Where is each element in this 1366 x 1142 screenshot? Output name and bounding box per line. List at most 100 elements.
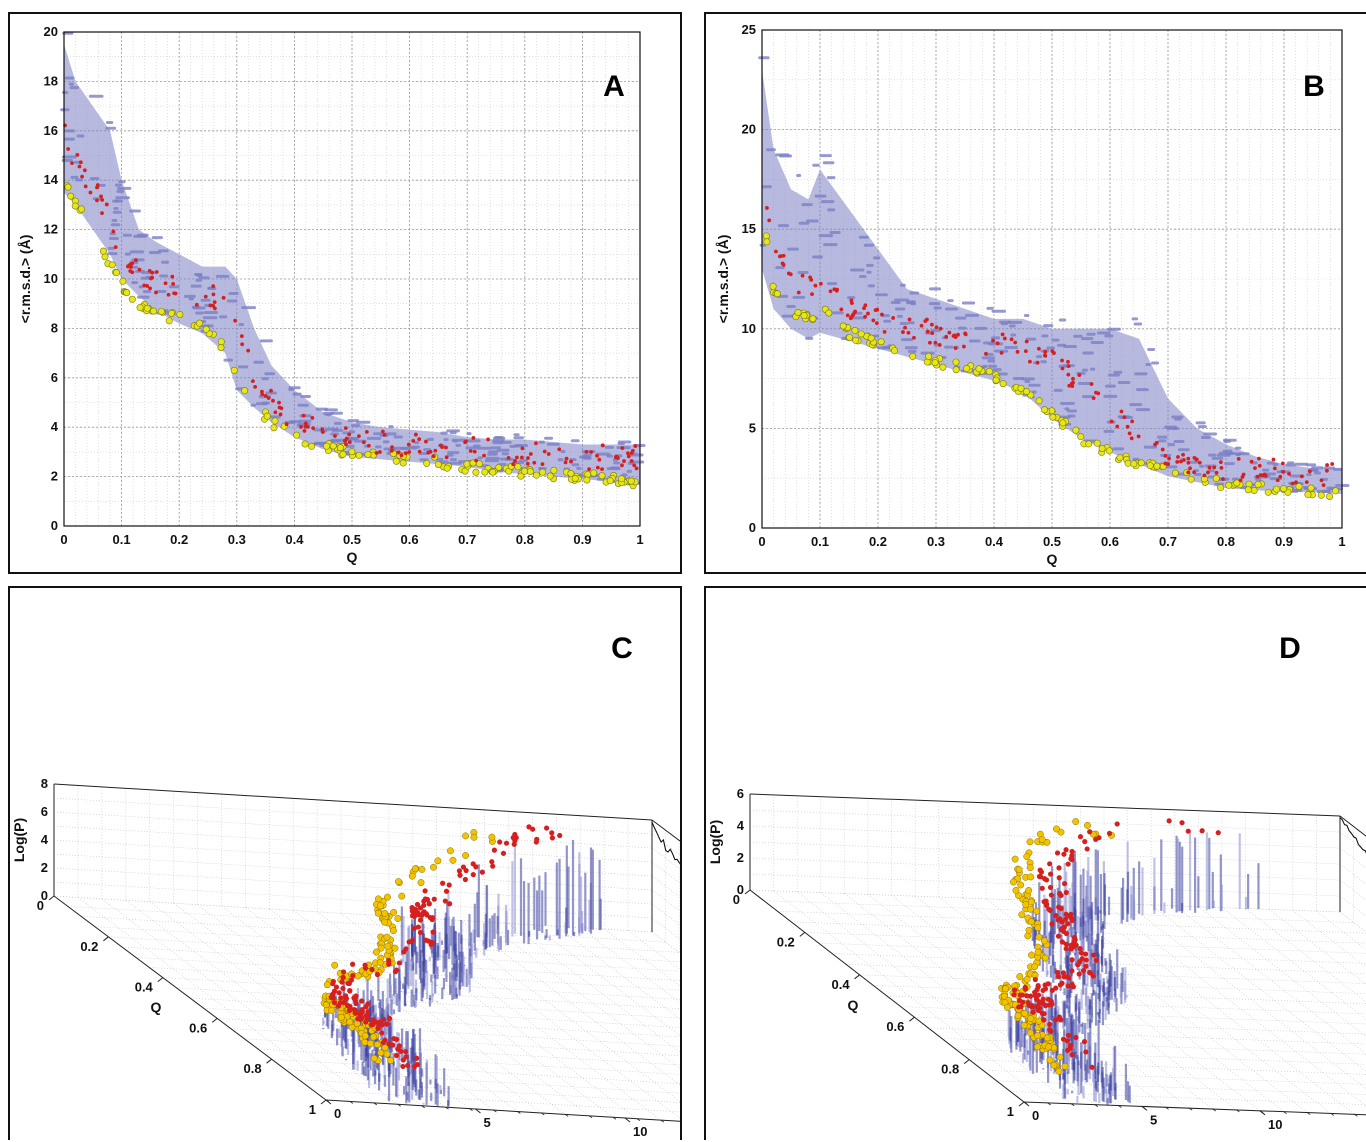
- wall-grid-line: [750, 842, 1340, 864]
- box-edge: [326, 1100, 680, 1136]
- data-streak: [613, 461, 620, 464]
- data-point-red: [362, 440, 366, 444]
- x-tick-label: 0.4: [285, 532, 304, 547]
- data-point-yellow: [770, 283, 776, 289]
- data-streak: [1306, 473, 1312, 476]
- data-point-red: [1001, 333, 1005, 337]
- data-streak: [331, 412, 343, 415]
- data-streak: [618, 442, 625, 445]
- y-tick-label: 10: [742, 321, 756, 336]
- data-point-red: [585, 450, 589, 454]
- data-point-red: [935, 325, 939, 329]
- data-point-yellow: [1062, 1063, 1068, 1069]
- data-point-red: [635, 467, 639, 471]
- floor-grid-line: [914, 1017, 1366, 1039]
- data-streak: [558, 458, 564, 461]
- data-streak: [113, 207, 118, 210]
- wall-grid-line: [54, 854, 652, 890]
- data-point-red: [1068, 943, 1073, 948]
- data-point-red: [471, 872, 476, 877]
- data-point-yellow: [381, 919, 387, 925]
- data-point-red: [529, 452, 533, 456]
- data-streak: [411, 447, 417, 450]
- data-point-yellow: [395, 915, 401, 921]
- data-point-red: [404, 451, 408, 455]
- q-tick: [267, 1059, 272, 1063]
- data-point-red: [138, 268, 142, 272]
- data-point-red: [311, 426, 315, 430]
- data-streak: [161, 261, 169, 264]
- data-point-red: [233, 319, 237, 323]
- data-point-red: [1161, 448, 1165, 452]
- data-streak: [1057, 344, 1066, 347]
- data-streak: [216, 275, 230, 278]
- data-point-red: [350, 962, 355, 967]
- data-point-red: [407, 443, 411, 447]
- data-point-yellow: [489, 834, 495, 840]
- data-streak: [385, 432, 397, 435]
- data-point-red: [874, 308, 878, 312]
- data-point-red: [526, 456, 530, 460]
- data-streak: [1052, 339, 1060, 342]
- data-point-yellow: [384, 1051, 390, 1057]
- data-point-red: [332, 1000, 337, 1005]
- data-point-yellow: [158, 308, 164, 314]
- data-point-red: [1040, 886, 1045, 891]
- data-streak: [787, 248, 799, 251]
- q-tick-label: 0.6: [189, 1020, 207, 1035]
- data-streak: [394, 447, 408, 450]
- data-point-red: [1216, 830, 1221, 835]
- data-point-red: [534, 839, 539, 844]
- data-streak: [90, 177, 100, 180]
- data-point-red: [463, 877, 468, 882]
- data-point-red: [511, 835, 516, 840]
- data-point-red: [171, 282, 175, 286]
- data-point-red: [1065, 1048, 1070, 1053]
- data-point-red: [111, 230, 115, 234]
- data-streak: [909, 292, 919, 295]
- data-point-red: [1182, 458, 1186, 462]
- data-streak: [238, 323, 244, 326]
- data-point-yellow: [1019, 912, 1025, 918]
- data-streak: [627, 470, 633, 473]
- data-streak: [493, 437, 505, 440]
- data-point-red: [1075, 962, 1080, 967]
- data-point-red: [1056, 934, 1061, 939]
- data-streak: [450, 431, 457, 434]
- data-point-red: [996, 341, 1000, 345]
- data-streak: [238, 365, 248, 368]
- data-point-red: [70, 161, 74, 165]
- data-point-red: [930, 323, 934, 327]
- data-point-red: [1107, 831, 1112, 836]
- data-point-red: [154, 291, 158, 295]
- data-point-red: [492, 848, 497, 853]
- panel-c: 0246800.20.40.60.8105101520Log(P)Q<r.m.s…: [8, 586, 682, 1140]
- data-streak: [1151, 362, 1159, 365]
- x-tick-label: 0.8: [516, 532, 534, 547]
- data-point-red: [1330, 462, 1334, 466]
- data-point-yellow: [423, 460, 429, 466]
- data-point-yellow: [330, 443, 336, 449]
- data-point-red: [1241, 475, 1245, 479]
- data-point-red: [504, 841, 509, 846]
- data-point-red: [1056, 905, 1061, 910]
- data-point-yellow: [1050, 414, 1056, 420]
- data-point-yellow: [925, 353, 931, 359]
- data-point-red: [787, 272, 791, 276]
- data-point-red: [557, 833, 562, 838]
- data-streak: [1311, 466, 1323, 469]
- data-point-yellow: [1025, 933, 1031, 939]
- data-point-yellow: [355, 973, 361, 979]
- data-streak: [832, 311, 844, 314]
- data-point-red: [394, 967, 399, 972]
- data-point-red: [1064, 890, 1069, 895]
- data-point-red: [1325, 469, 1329, 473]
- data-point-red: [155, 270, 159, 274]
- data-point-yellow: [293, 432, 299, 438]
- data-point-red: [1181, 453, 1185, 457]
- x-tick-label: 0.1: [811, 534, 829, 549]
- data-point-red: [532, 461, 536, 465]
- data-point-red: [1049, 999, 1054, 1004]
- data-point-yellow: [868, 335, 874, 341]
- data-streak: [823, 243, 838, 246]
